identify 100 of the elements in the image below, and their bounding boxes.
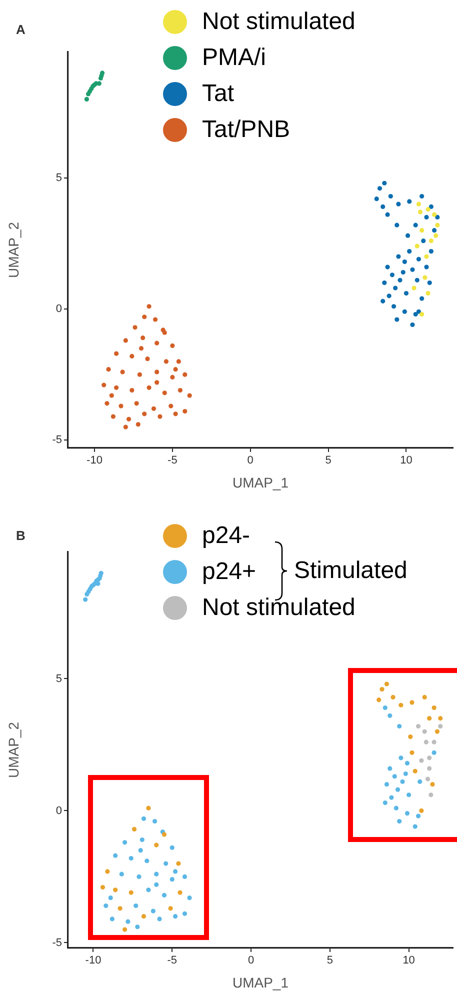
point (390, 694, 396, 700)
point (162, 330, 167, 335)
point (151, 406, 156, 411)
point (140, 336, 146, 340)
legend-label: PMA/i (202, 44, 266, 72)
point (430, 782, 435, 787)
point (420, 228, 424, 233)
point (178, 388, 183, 393)
point (410, 750, 414, 755)
point (420, 194, 424, 199)
point (432, 705, 436, 710)
x-tick-label: -10 (86, 454, 102, 467)
point (402, 260, 407, 264)
point (422, 694, 427, 700)
point (422, 729, 427, 734)
legend-label: Not stimulated (202, 8, 356, 36)
point (114, 385, 119, 390)
point (398, 702, 404, 708)
point (146, 304, 152, 309)
point (398, 278, 402, 282)
point (410, 700, 414, 705)
point (435, 222, 440, 228)
point (141, 914, 146, 919)
point (419, 758, 424, 763)
y-tick-label: 0 (56, 804, 62, 817)
point (128, 890, 134, 895)
x-tick-label: 10 (400, 454, 412, 467)
point (182, 372, 188, 377)
point (413, 312, 418, 317)
point (162, 390, 167, 396)
point (154, 380, 160, 385)
point (164, 359, 168, 364)
point (120, 370, 125, 374)
point (109, 393, 114, 398)
point (427, 766, 432, 771)
point (419, 808, 424, 814)
point (138, 346, 144, 351)
point (414, 278, 420, 282)
point (176, 359, 181, 364)
point (136, 422, 140, 427)
point (173, 367, 178, 372)
point (118, 906, 122, 911)
point (384, 682, 390, 686)
point (146, 385, 152, 390)
point (435, 214, 440, 220)
point (422, 275, 428, 280)
point (418, 210, 423, 214)
point (424, 740, 428, 744)
point (142, 412, 147, 416)
point (408, 734, 413, 740)
legend-label: p24- (202, 522, 250, 550)
legend-label: Not stimulated (202, 594, 356, 622)
point (100, 884, 106, 890)
point (182, 408, 188, 414)
point (123, 338, 128, 343)
point (432, 228, 437, 233)
x-tick-label: 5 (325, 454, 332, 467)
x-tick-label: -5 (167, 954, 178, 967)
point (170, 343, 175, 348)
y-axis-title: UMAP_2 (5, 222, 22, 278)
point (385, 212, 390, 217)
point (402, 309, 407, 314)
point (420, 296, 424, 301)
point (158, 414, 162, 419)
point (382, 180, 387, 186)
point (421, 238, 426, 244)
point (105, 869, 110, 874)
point (407, 249, 412, 254)
point (122, 927, 128, 932)
point (416, 202, 422, 206)
point (130, 354, 134, 359)
point (427, 280, 432, 286)
point (391, 304, 396, 309)
x-tick-label: -10 (85, 954, 102, 967)
x-tick-label: 0 (247, 454, 254, 467)
y-tick-label: -5 (52, 936, 62, 949)
point (420, 312, 424, 317)
point (416, 724, 421, 729)
point (428, 792, 434, 798)
point (390, 272, 395, 278)
point (432, 740, 436, 744)
point (113, 888, 118, 892)
point (414, 244, 420, 248)
point (412, 286, 416, 290)
point (394, 317, 400, 322)
point (438, 724, 443, 729)
point (377, 186, 382, 191)
point (424, 264, 429, 270)
point (394, 222, 400, 228)
point (406, 233, 410, 238)
point (145, 356, 150, 362)
point (132, 826, 137, 832)
point (432, 212, 437, 217)
point (393, 286, 398, 290)
point (100, 70, 105, 76)
point (396, 202, 401, 206)
point (434, 729, 440, 734)
x-tick-label: 5 (326, 954, 333, 967)
point (428, 204, 434, 210)
point (154, 340, 160, 346)
